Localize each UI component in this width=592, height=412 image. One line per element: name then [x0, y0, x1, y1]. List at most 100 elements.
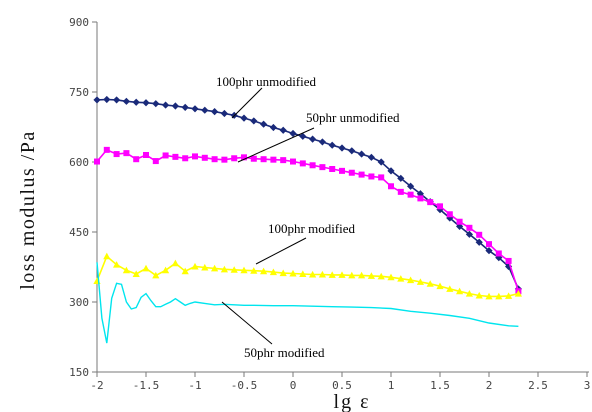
data-point — [388, 183, 394, 190]
data-point — [220, 109, 228, 118]
data-point — [250, 155, 257, 162]
data-point — [339, 167, 345, 174]
x-axis-label: lg ε — [334, 391, 371, 412]
data-point — [211, 264, 219, 272]
data-point — [181, 267, 189, 275]
x-tick-label: -1.5 — [133, 379, 160, 392]
data-point — [220, 265, 228, 273]
data-point — [338, 144, 346, 152]
data-point — [397, 188, 404, 195]
data-point — [485, 247, 493, 255]
data-point — [182, 155, 189, 162]
plot-area — [96, 22, 589, 373]
data-point — [299, 160, 306, 167]
series-4 — [96, 262, 519, 344]
data-point — [181, 103, 189, 111]
data-point — [358, 271, 366, 279]
data-point — [476, 231, 483, 238]
data-point — [260, 120, 268, 128]
data-point — [387, 273, 395, 281]
data-point — [377, 158, 385, 166]
data-point — [475, 238, 483, 246]
data-point — [279, 126, 287, 134]
data-point — [152, 158, 159, 165]
x-tick-label: 0.5 — [332, 379, 352, 392]
data-point — [172, 153, 179, 160]
data-point — [260, 267, 268, 275]
data-point — [289, 269, 297, 277]
data-point — [230, 266, 238, 273]
data-point — [279, 269, 287, 277]
series-annotation-label: 100phr unmodified — [216, 74, 317, 89]
data-point — [397, 174, 405, 182]
series-layer — [93, 95, 522, 344]
data-point — [309, 270, 317, 278]
annotation-leader-line — [231, 87, 263, 119]
data-point — [505, 257, 512, 264]
series-2 — [94, 146, 522, 295]
data-point — [113, 96, 121, 104]
data-point — [201, 263, 209, 271]
data-point — [171, 259, 179, 267]
data-point — [122, 97, 130, 105]
series-line — [96, 262, 519, 344]
y-tick-label: 300 — [69, 296, 89, 309]
data-point — [377, 272, 385, 280]
data-point — [132, 270, 140, 277]
data-point — [299, 270, 307, 277]
data-point — [289, 129, 297, 138]
data-point — [446, 211, 453, 218]
data-point — [486, 241, 492, 248]
data-point — [397, 275, 405, 282]
data-point — [338, 271, 346, 278]
data-point — [437, 203, 443, 210]
data-point — [407, 182, 415, 190]
data-point — [221, 156, 228, 163]
data-point — [162, 101, 170, 109]
data-point — [309, 162, 316, 169]
annotation-leader-line — [237, 127, 315, 163]
data-point — [367, 153, 375, 161]
data-point — [328, 141, 336, 149]
data-point — [319, 164, 326, 171]
data-point — [142, 99, 150, 107]
data-point — [143, 152, 149, 158]
data-point — [417, 195, 424, 202]
series-line — [96, 98, 520, 290]
data-point — [152, 271, 160, 279]
data-point — [318, 138, 326, 146]
data-point — [103, 146, 110, 153]
x-tick-label: -0.5 — [231, 379, 258, 392]
data-point — [416, 190, 424, 198]
x-tick-label: -1 — [188, 379, 201, 392]
data-point — [436, 282, 444, 290]
series-annotation-label: 50phr modified — [244, 345, 325, 360]
data-point — [103, 252, 111, 260]
y-tick-label: 750 — [69, 86, 89, 99]
series-3 — [93, 252, 522, 300]
data-point — [309, 135, 317, 143]
data-point — [211, 108, 219, 116]
data-point — [416, 278, 424, 285]
data-point — [475, 291, 483, 299]
data-point — [495, 250, 502, 257]
annotation-leader-line — [255, 237, 307, 265]
data-point — [465, 290, 473, 297]
data-point — [201, 154, 208, 161]
data-point — [93, 277, 101, 284]
y-tick-label: 150 — [69, 366, 89, 379]
data-point — [348, 147, 356, 155]
data-point — [93, 96, 101, 104]
data-point — [290, 158, 296, 165]
data-point — [426, 280, 434, 287]
x-tick-label: 1.5 — [430, 379, 450, 392]
data-point — [162, 152, 169, 159]
data-point — [456, 287, 464, 295]
data-point — [407, 191, 414, 198]
data-point — [162, 266, 170, 274]
data-point — [192, 153, 198, 160]
data-point — [328, 271, 336, 278]
data-point — [318, 270, 326, 278]
data-point — [495, 292, 503, 300]
x-tick-label: 1 — [388, 379, 395, 392]
